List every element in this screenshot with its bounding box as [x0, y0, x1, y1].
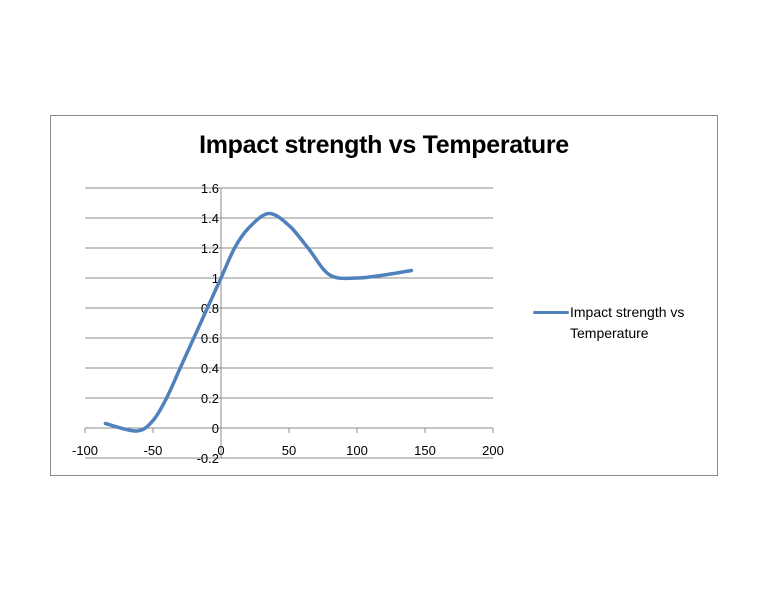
chart-title: Impact strength vs Temperature	[199, 131, 569, 159]
y-tick-label: 1.6	[201, 181, 219, 196]
chart-area	[50, 115, 718, 476]
y-tick-label: 1	[212, 271, 219, 286]
series-line-impact-strength	[103, 211, 414, 433]
y-tick-label: 0.6	[201, 331, 219, 346]
x-tick-label: 50	[282, 443, 296, 458]
y-tick-label: 0	[212, 421, 219, 436]
x-tick-label: -100	[72, 443, 98, 458]
x-tick-label: 100	[346, 443, 368, 458]
y-tick-label: 0.4	[201, 361, 219, 376]
y-tick-label: 0.2	[201, 391, 219, 406]
x-tick-label: 0	[217, 443, 224, 458]
x-tick-label: -50	[144, 443, 163, 458]
legend-line-swatch	[533, 311, 569, 314]
x-tick-label: 150	[414, 443, 436, 458]
x-tick-label: 200	[482, 443, 504, 458]
y-tick-label: 1.4	[201, 211, 219, 226]
legend-label: Impact strength vs Temperature	[570, 304, 685, 341]
y-tick-label: 1.2	[201, 241, 219, 256]
y-tick-label: -0.2	[197, 451, 219, 466]
